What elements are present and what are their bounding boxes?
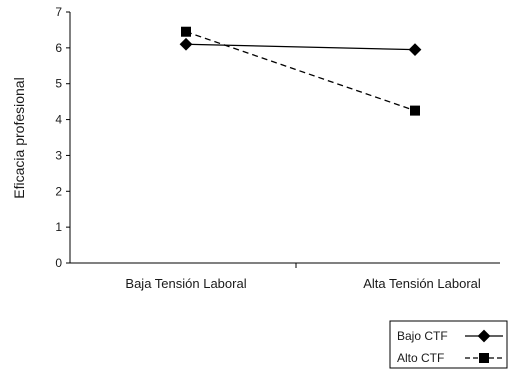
data-point-bajo-ctf-1: [408, 43, 422, 57]
data-point-alto-ctf-0: [181, 26, 191, 37]
series-line-bajo-ctf: [185, 43, 416, 51]
y-tick-label: 2: [55, 184, 62, 198]
legend: Bajo CTF Alto CTF: [389, 320, 508, 369]
y-tick-label: 6: [55, 41, 62, 55]
plot-area: 0 1 2 3 4 5 6 7: [55, 5, 500, 270]
legend-label-alto-ctf: Alto CTF: [397, 351, 444, 365]
y-tick-label: 4: [55, 113, 62, 127]
series-line-alto-ctf: [185, 31, 416, 112]
y-tick-label: 3: [55, 148, 62, 162]
legend-label-bajo-ctf: Bajo CTF: [397, 329, 448, 343]
y-tick-label: 0: [55, 256, 62, 270]
y-tick-label: 5: [55, 77, 62, 91]
y-tick-label: 7: [55, 5, 62, 19]
y-tick-label: 1: [55, 220, 62, 234]
x-category-label-1: Alta Tensión Laboral: [363, 276, 481, 291]
series-layer: [179, 26, 422, 116]
legend-marker-bajo-ctf: [477, 329, 491, 343]
data-point-alto-ctf-1: [410, 105, 420, 116]
data-point-bajo-ctf-0: [179, 37, 193, 51]
y-axis-label: Eficacia profesional: [11, 77, 27, 198]
x-category-label-0: Baja Tensión Laboral: [125, 276, 246, 291]
legend-marker-alto-ctf: [479, 353, 489, 363]
y-axis-ticks: 0 1 2 3 4 5 6 7: [55, 5, 70, 270]
